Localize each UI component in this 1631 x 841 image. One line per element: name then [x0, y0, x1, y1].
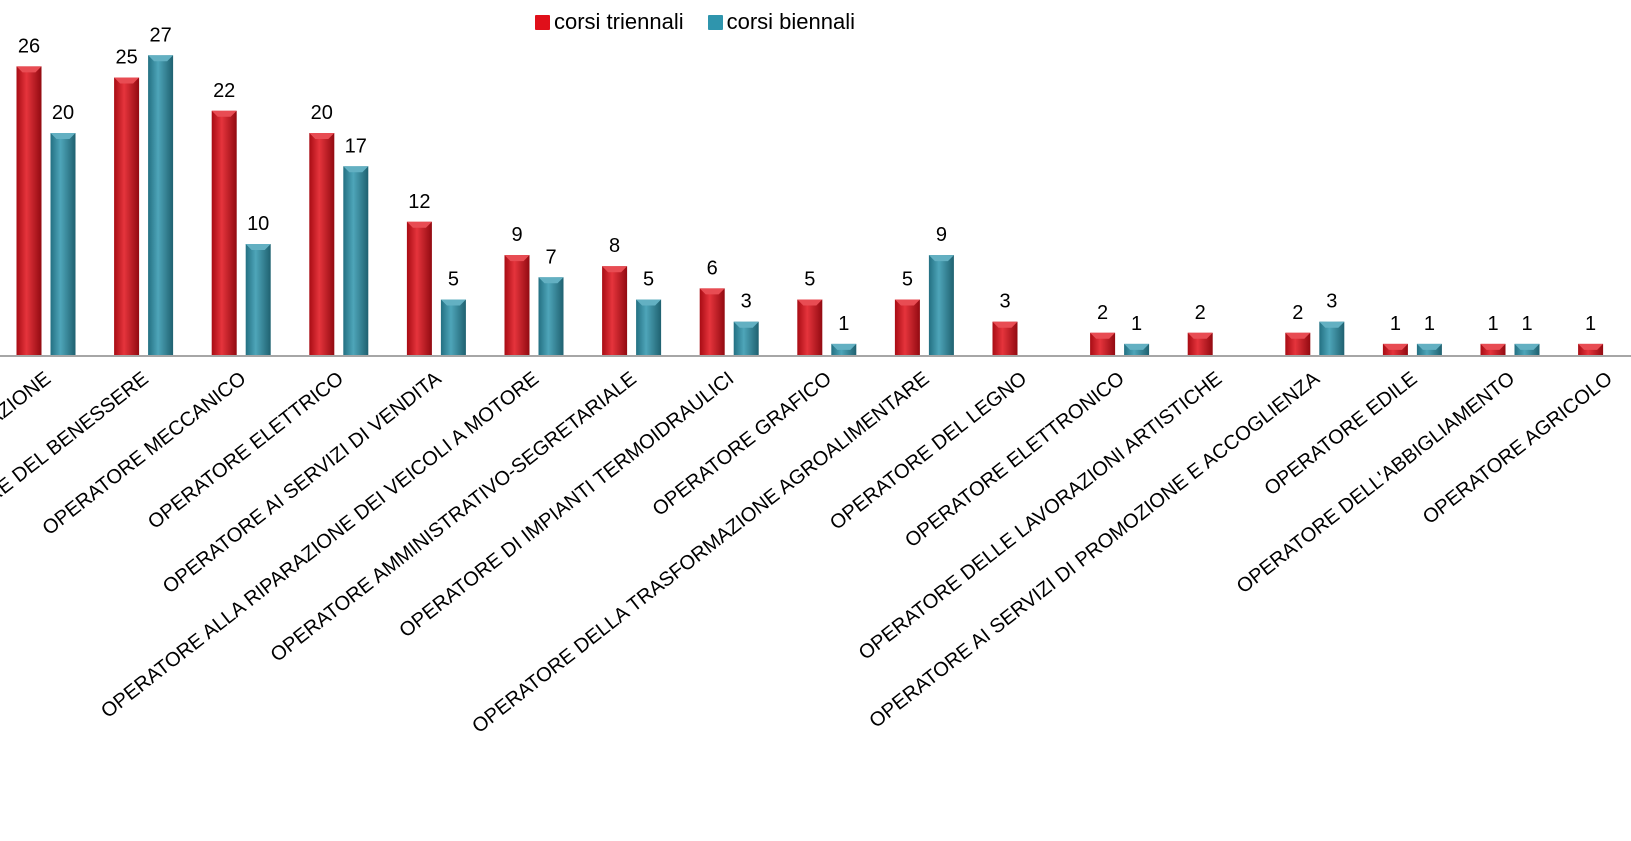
data-label-triennali-16: 1: [1585, 313, 1596, 335]
bar-biennali-14: [1416, 343, 1442, 355]
category-label-13: OPERATORE AI SERVIZI DI PROMOZIONE E ACC…: [865, 367, 1324, 732]
bar-biennali-7: [733, 321, 759, 355]
category-label-7: OPERATORE DI IMPIANTI TERMOIDRAULICI: [395, 368, 738, 643]
category-label-5: OPERATORE ALLA RIPARAZIONE DEI VEICOLI A…: [97, 368, 543, 723]
data-label-triennali-14: 1: [1390, 313, 1401, 335]
data-label-biennali-14: 1: [1424, 313, 1435, 335]
legend: corsi triennali corsi biennali: [535, 9, 879, 35]
data-label-triennali-0: 26: [18, 35, 40, 57]
data-label-biennali-9: 9: [936, 224, 947, 246]
bar-triennali-12: [1187, 332, 1213, 355]
bar-biennali-11: [1124, 343, 1150, 355]
bar-biennali-13: [1319, 321, 1345, 355]
bar-triennali-3: [309, 133, 335, 355]
bar-triennali-6: [602, 266, 628, 355]
bar-biennali-15: [1514, 343, 1540, 355]
category-label-9: OPERATORE DELLA TRASFORMAZIONE AGROALIME…: [468, 368, 933, 738]
bar-triennali-0: [16, 66, 42, 356]
data-label-biennali-13: 3: [1326, 291, 1337, 313]
legend-label-triennali: corsi triennali: [554, 9, 684, 34]
bar-triennali-13: [1285, 332, 1311, 355]
bar-biennali-2: [245, 244, 271, 355]
data-label-biennali-5: 7: [545, 246, 556, 268]
data-label-biennali-11: 1: [1131, 313, 1142, 335]
category-label-3: OPERATORE ELETTRICO: [144, 368, 348, 534]
bar-triennali-11: [1090, 332, 1116, 355]
data-label-biennali-0: 20: [52, 102, 74, 124]
bar-biennali-0: [50, 133, 76, 355]
data-label-triennali-11: 2: [1097, 302, 1108, 324]
category-label-8: OPERATORE GRAFICO: [649, 368, 836, 521]
bar-triennali-15: [1480, 343, 1506, 355]
bar-triennali-16: [1578, 343, 1604, 355]
bar-triennali-2: [211, 110, 237, 355]
bar-triennali-5: [504, 255, 530, 355]
bar-biennali-9: [928, 255, 954, 355]
data-label-triennali-6: 8: [609, 235, 620, 257]
legend-swatch-triennali: [535, 14, 550, 30]
data-label-triennali-4: 12: [408, 191, 430, 213]
legend-item-triennali: corsi triennali: [535, 9, 684, 35]
bar-triennali-9: [894, 299, 920, 355]
data-label-triennali-9: 5: [902, 269, 913, 291]
legend-item-biennali: corsi biennali: [707, 9, 856, 35]
data-label-biennali-3: 17: [345, 135, 367, 157]
bar-triennali-4: [406, 221, 432, 355]
data-label-biennali-8: 1: [838, 313, 849, 335]
bar-biennali-5: [538, 277, 564, 355]
bar-biennali-1: [148, 55, 174, 356]
data-label-biennali-2: 10: [247, 213, 269, 235]
legend-label-biennali: corsi biennali: [726, 9, 856, 34]
category-label-2: OPERATORE MECCANICO: [39, 368, 251, 540]
category-label-10: OPERATORE DEL LEGNO: [826, 368, 1031, 535]
category-label-12: OPERATORE DELLE LAVORAZIONI ARTISTICHE: [855, 368, 1226, 665]
bar-triennali-10: [992, 321, 1018, 355]
bar-biennali-6: [636, 299, 662, 355]
data-label-triennali-8: 5: [804, 269, 815, 291]
data-label-triennali-15: 1: [1487, 313, 1498, 335]
data-label-biennali-4: 5: [448, 269, 459, 291]
data-label-triennali-3: 20: [311, 102, 333, 124]
bar-biennali-8: [831, 343, 857, 355]
bar-triennali-1: [114, 77, 140, 355]
legend-swatch-biennali: [707, 14, 723, 30]
bar-triennali-14: [1382, 343, 1408, 355]
data-label-biennali-7: 3: [741, 291, 752, 313]
data-label-biennali-6: 5: [643, 269, 654, 291]
bar-biennali-3: [343, 166, 369, 355]
data-label-triennali-7: 6: [707, 257, 718, 279]
data-label-biennali-1: 27: [149, 24, 171, 46]
data-label-biennali-15: 1: [1521, 313, 1532, 335]
bar-biennali-4: [440, 299, 466, 355]
bar-triennali-8: [797, 299, 823, 355]
category-label-16: OPERATORE AGRICOLO: [1419, 368, 1617, 529]
category-label-6: OPERATORE AMMINISTRATIVO-SEGRETARIALE: [267, 368, 641, 667]
data-label-triennali-13: 2: [1292, 302, 1303, 324]
data-label-triennali-2: 22: [213, 80, 235, 102]
bar-triennali-7: [699, 288, 725, 355]
data-label-triennali-5: 9: [511, 224, 522, 246]
data-label-triennali-12: 2: [1195, 302, 1206, 324]
data-label-triennali-10: 3: [999, 291, 1010, 313]
data-label-triennali-1: 25: [115, 47, 137, 69]
